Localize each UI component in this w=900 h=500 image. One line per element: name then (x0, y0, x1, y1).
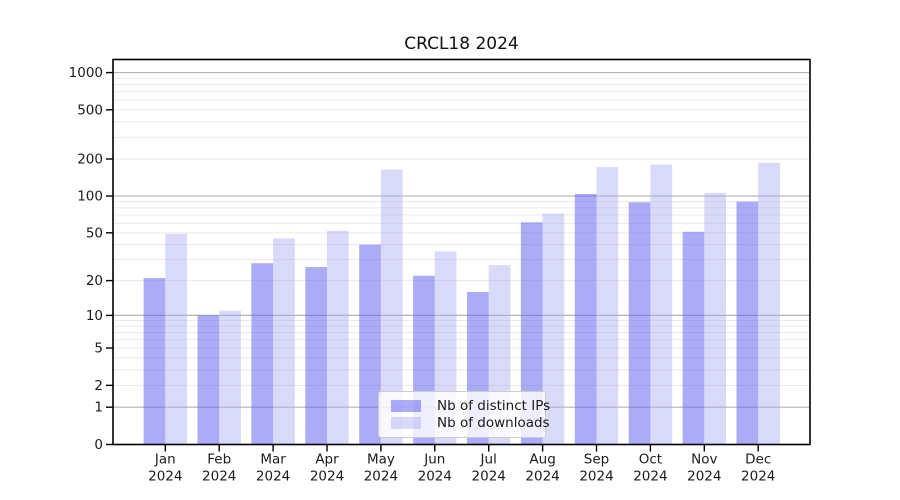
x-tick-label-month: Sep (584, 452, 609, 468)
chart-title: CRCL18 2024 (404, 34, 519, 54)
bar-downloads-apr (327, 230, 349, 445)
y-tick-label: 200 (77, 151, 103, 167)
x-tick-label-month: Mar (260, 452, 286, 468)
x-tick-label-year: 2024 (633, 469, 667, 485)
x-tick-label-month: Oct (639, 452, 662, 468)
x-tick-label-year: 2024 (256, 469, 290, 485)
x-tick-label-month: Jul (480, 452, 497, 468)
x-tick-label-year: 2024 (472, 469, 506, 485)
bar-distinct-ips-nov (682, 231, 705, 445)
bar-distinct-ips-jan (143, 278, 166, 445)
y-tick-label: 20 (86, 273, 103, 289)
x-tick-label-year: 2024 (418, 469, 452, 485)
bar-downloads-oct (650, 164, 673, 445)
bar-distinct-ips-apr (305, 267, 327, 445)
bar-distinct-ips-feb (197, 315, 220, 445)
x-tick-label-year: 2024 (687, 469, 721, 485)
y-tick-label: 0 (94, 437, 103, 453)
x-tick-label-year: 2024 (579, 469, 613, 485)
legend-swatch-distinct-ips (391, 399, 421, 412)
x-tick-label-year: 2024 (310, 469, 344, 485)
bar-downloads-feb (219, 310, 241, 445)
x-tick-label-year: 2024 (741, 469, 775, 485)
bar-distinct-ips-aug (520, 222, 543, 445)
x-tick-label-month: May (367, 452, 395, 468)
x-tick-label-month: Aug (529, 452, 555, 468)
bar-distinct-ips-oct (628, 202, 651, 445)
y-tick-label: 500 (77, 102, 103, 118)
bar-distinct-ips-sep (574, 193, 597, 445)
y-tick-label: 1000 (69, 65, 103, 81)
bar-distinct-ips-may (359, 244, 381, 445)
y-tick-label: 10 (86, 308, 103, 324)
y-tick-label: 50 (86, 225, 103, 241)
x-tick-label-year: 2024 (364, 469, 398, 485)
legend: Nb of distinct IPs Nb of downloads (378, 391, 550, 438)
y-tick-label: 1 (94, 400, 103, 416)
x-tick-label-year: 2024 (148, 469, 182, 485)
x-tick-label-year: 2024 (525, 469, 559, 485)
plot-frame (112, 58, 811, 446)
x-tick-label-month: Apr (315, 452, 339, 468)
x-tick-label-month: Jun (423, 452, 445, 468)
x-tick-label-year: 2024 (202, 469, 236, 485)
legend-swatch-downloads (391, 417, 421, 430)
bar-downloads-jan (165, 233, 187, 445)
y-tick-label: 5 (94, 341, 103, 357)
bar-distinct-ips-mar (251, 263, 274, 445)
x-tick-label-month: Dec (745, 452, 771, 468)
x-tick-label-month: Feb (207, 452, 231, 468)
bar-downloads-mar (273, 238, 295, 445)
bar-downloads-aug (542, 213, 565, 445)
bar-distinct-ips-dec (736, 201, 759, 445)
legend-item-distinct-ips: Nb of distinct IPs (391, 397, 550, 415)
y-tick-label: 2 (94, 378, 103, 394)
x-tick-label-month: Jan (154, 452, 176, 468)
legend-label-distinct-ips: Nb of distinct IPs (437, 397, 551, 414)
y-tick-label: 100 (77, 189, 103, 205)
legend-label-downloads: Nb of downloads (437, 415, 550, 432)
legend-item-downloads: Nb of downloads (391, 415, 550, 433)
x-tick-label-month: Nov (691, 452, 717, 468)
bar-downloads-may (380, 169, 403, 445)
bar-downloads-dec (758, 162, 780, 445)
bar-downloads-nov (704, 192, 726, 445)
bar-downloads-sep (596, 167, 619, 445)
